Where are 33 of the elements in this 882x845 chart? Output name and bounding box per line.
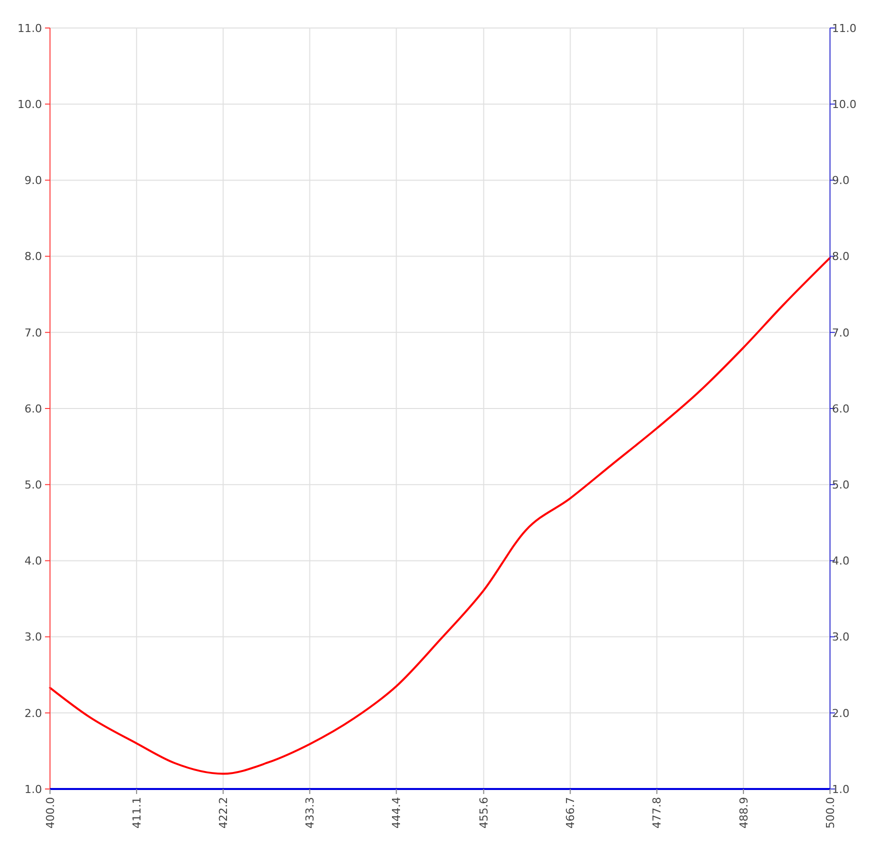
x-tick-label: 466.7 bbox=[564, 797, 578, 828]
y2-tick-label: 4.0 bbox=[832, 554, 850, 568]
y-tick-label: 1.0 bbox=[24, 782, 42, 796]
y2-tick-label: 10.0 bbox=[832, 98, 856, 111]
y-tick-label: 7.0 bbox=[24, 326, 42, 340]
y2-tick-label: 3.0 bbox=[832, 630, 850, 644]
x-tick-label: 444.4 bbox=[390, 797, 404, 828]
y-tick-label: 5.0 bbox=[24, 478, 42, 492]
y2-tick-label: 7.0 bbox=[832, 326, 850, 340]
x-tick-label: 488.9 bbox=[737, 797, 750, 828]
y2-tick-label: 6.0 bbox=[832, 402, 850, 416]
line-series bbox=[49, 256, 831, 775]
x-tick-label: 455.6 bbox=[478, 797, 491, 828]
x-tick-label: 400.0 bbox=[44, 797, 57, 828]
y2-tick-label: 2.0 bbox=[832, 706, 850, 720]
x-tick-label: 433.3 bbox=[304, 797, 317, 828]
y2-tick-label: 9.0 bbox=[832, 174, 850, 188]
y-tick-label: 9.0 bbox=[24, 174, 42, 188]
y-tick-label: 4.0 bbox=[24, 554, 42, 568]
y-tick-label: 11.0 bbox=[18, 22, 42, 35]
y-tick-label: 10.0 bbox=[18, 98, 42, 111]
y2-tick-label: 8.0 bbox=[832, 250, 850, 264]
x-tick-label: 411.1 bbox=[130, 797, 144, 828]
x-tick-label: 422.2 bbox=[217, 797, 230, 828]
x-tick-label: 500.0 bbox=[824, 797, 837, 828]
x-tick-label: 477.8 bbox=[650, 797, 664, 828]
y-tick-label: 3.0 bbox=[24, 630, 42, 644]
y-tick-label: 8.0 bbox=[24, 250, 42, 264]
y2-tick-label: 11.0 bbox=[832, 22, 856, 35]
y2-tick-label: 1.0 bbox=[832, 782, 850, 796]
y2-tick-label: 5.0 bbox=[832, 478, 850, 492]
y-tick-label: 2.0 bbox=[24, 706, 42, 720]
y-tick-label: 6.0 bbox=[24, 402, 42, 416]
